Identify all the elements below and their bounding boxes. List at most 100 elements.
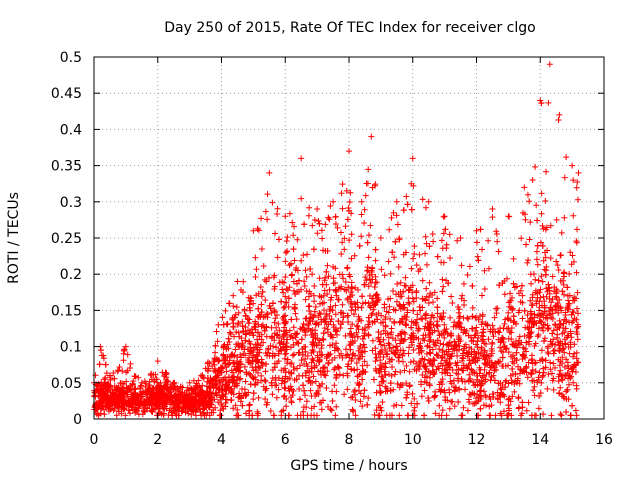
data-point bbox=[386, 342, 393, 349]
data-point bbox=[506, 395, 513, 402]
data-point bbox=[317, 300, 324, 307]
data-point bbox=[201, 395, 208, 402]
data-point bbox=[312, 321, 319, 328]
data-point bbox=[545, 371, 552, 378]
data-point bbox=[314, 387, 321, 394]
data-point bbox=[411, 404, 418, 411]
data-point bbox=[347, 346, 354, 353]
data-point bbox=[191, 386, 198, 393]
data-point bbox=[377, 357, 384, 364]
data-point bbox=[545, 350, 552, 357]
data-point bbox=[288, 399, 295, 406]
data-point bbox=[355, 382, 362, 389]
data-point bbox=[434, 295, 441, 302]
data-point bbox=[303, 288, 310, 295]
data-point bbox=[555, 116, 562, 123]
data-point bbox=[372, 273, 379, 280]
data-point bbox=[482, 355, 489, 362]
data-point bbox=[565, 332, 572, 339]
data-point bbox=[349, 321, 356, 328]
data-point bbox=[347, 293, 354, 300]
data-point bbox=[547, 222, 554, 229]
data-point bbox=[333, 388, 340, 395]
data-point bbox=[385, 334, 392, 341]
data-point bbox=[317, 383, 324, 390]
data-point bbox=[464, 407, 471, 414]
data-point bbox=[531, 360, 538, 367]
data-point bbox=[206, 384, 213, 391]
data-point bbox=[494, 305, 501, 312]
data-point bbox=[423, 261, 430, 268]
data-point bbox=[545, 307, 552, 314]
data-point bbox=[534, 333, 541, 340]
data-point bbox=[311, 330, 318, 337]
data-point bbox=[441, 327, 448, 334]
data-point bbox=[426, 349, 433, 356]
data-point bbox=[341, 235, 348, 242]
data-point bbox=[388, 214, 395, 221]
data-point bbox=[403, 380, 410, 387]
data-point bbox=[403, 394, 410, 401]
data-point bbox=[502, 377, 509, 384]
data-point bbox=[534, 261, 541, 268]
data-point bbox=[356, 381, 363, 388]
data-point bbox=[503, 275, 510, 282]
data-point bbox=[321, 325, 328, 332]
data-point bbox=[256, 349, 263, 356]
data-point bbox=[445, 361, 452, 368]
data-point bbox=[457, 338, 464, 345]
data-point bbox=[212, 389, 219, 396]
data-point bbox=[528, 310, 535, 317]
data-point bbox=[483, 371, 490, 378]
data-point bbox=[389, 249, 396, 256]
data-point bbox=[314, 230, 321, 237]
data-point-peak bbox=[546, 61, 553, 68]
data-point bbox=[258, 245, 265, 252]
data-point-peak bbox=[393, 198, 400, 205]
data-point bbox=[258, 323, 265, 330]
data-point bbox=[527, 297, 534, 304]
data-point bbox=[429, 230, 436, 237]
data-point bbox=[354, 323, 361, 330]
data-point bbox=[544, 247, 551, 254]
data-point bbox=[364, 401, 371, 408]
data-point bbox=[422, 312, 429, 319]
data-point bbox=[190, 387, 197, 394]
data-point bbox=[262, 208, 269, 215]
data-point bbox=[285, 295, 292, 302]
data-point bbox=[274, 205, 281, 212]
data-point bbox=[560, 320, 567, 327]
data-point bbox=[290, 324, 297, 331]
data-point bbox=[494, 396, 501, 403]
data-point bbox=[283, 285, 290, 292]
data-point bbox=[201, 405, 208, 412]
data-point bbox=[549, 330, 556, 337]
data-point bbox=[169, 400, 176, 407]
data-point bbox=[246, 304, 253, 311]
data-point bbox=[510, 255, 517, 262]
data-point bbox=[573, 362, 580, 369]
data-point bbox=[242, 378, 249, 385]
data-point bbox=[259, 360, 266, 367]
data-point bbox=[494, 238, 501, 245]
data-point bbox=[508, 353, 515, 360]
data-point bbox=[435, 328, 442, 335]
data-point bbox=[469, 370, 476, 377]
data-point bbox=[501, 344, 508, 351]
data-point bbox=[269, 391, 276, 398]
data-point bbox=[419, 316, 426, 323]
data-point bbox=[319, 235, 326, 242]
data-point bbox=[460, 329, 467, 336]
data-point-peak bbox=[106, 372, 113, 379]
data-point bbox=[479, 313, 486, 320]
data-point bbox=[128, 385, 135, 392]
data-point bbox=[479, 318, 486, 325]
data-point bbox=[313, 362, 320, 369]
data-point bbox=[96, 361, 103, 368]
data-point bbox=[113, 397, 120, 404]
data-point bbox=[319, 380, 326, 387]
data-point bbox=[137, 399, 144, 406]
data-point bbox=[570, 258, 577, 265]
data-point bbox=[146, 396, 153, 403]
data-point bbox=[542, 271, 549, 278]
